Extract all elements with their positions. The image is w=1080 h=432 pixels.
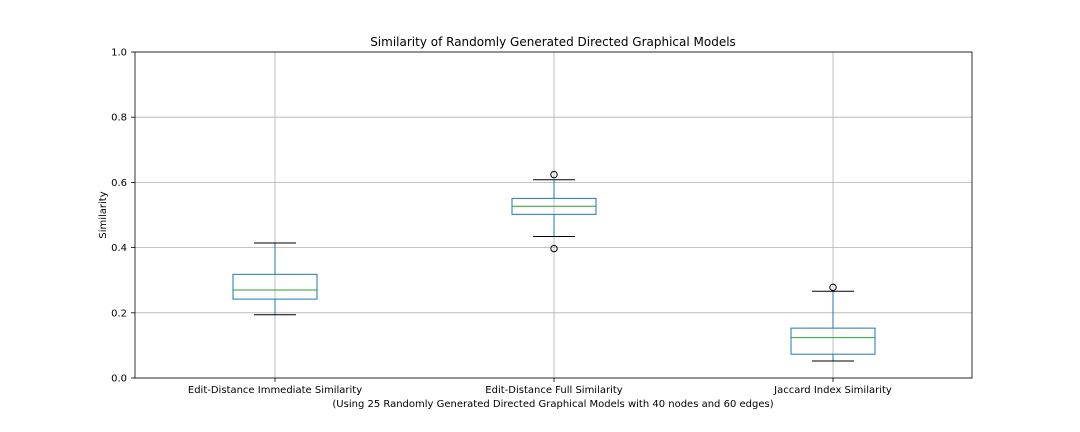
x-tick-label: Jaccard Index Similarity xyxy=(773,385,892,396)
iqr-box xyxy=(232,273,318,300)
outlier-point xyxy=(550,244,558,253)
y-tick-label: 0.2 xyxy=(111,308,127,319)
outlier-point xyxy=(550,170,558,179)
y-axis-ticks: 0.0 0.2 0.4 0.6 0.8 1.0 xyxy=(111,48,135,385)
y-tick-label: 1.0 xyxy=(111,48,127,59)
box-group xyxy=(232,242,318,316)
box-group xyxy=(790,283,876,362)
x-axis-ticks: Edit-Distance Immediate Similarity Edit-D… xyxy=(188,378,892,396)
x-tick-label: Edit-Distance Full Similarity xyxy=(485,385,623,396)
box-group xyxy=(511,170,597,253)
iqr-box xyxy=(790,327,876,355)
y-tick-label: 0.6 xyxy=(111,178,127,189)
y-axis-label: Similarity xyxy=(98,191,109,238)
y-tick-label: 0.8 xyxy=(111,113,127,124)
plot-area-frame xyxy=(134,51,973,379)
y-tick-label: 0.4 xyxy=(111,243,127,254)
chart-title: Similarity of Randomly Generated Directe… xyxy=(370,35,736,49)
x-axis-label: (Using 25 Randomly Generated Directed Gr… xyxy=(332,399,773,410)
x-tick-label: Edit-Distance Immediate Similarity xyxy=(188,385,362,396)
box-series xyxy=(232,170,876,362)
y-tick-label: 0.0 xyxy=(111,374,127,385)
outlier-point xyxy=(829,283,837,292)
